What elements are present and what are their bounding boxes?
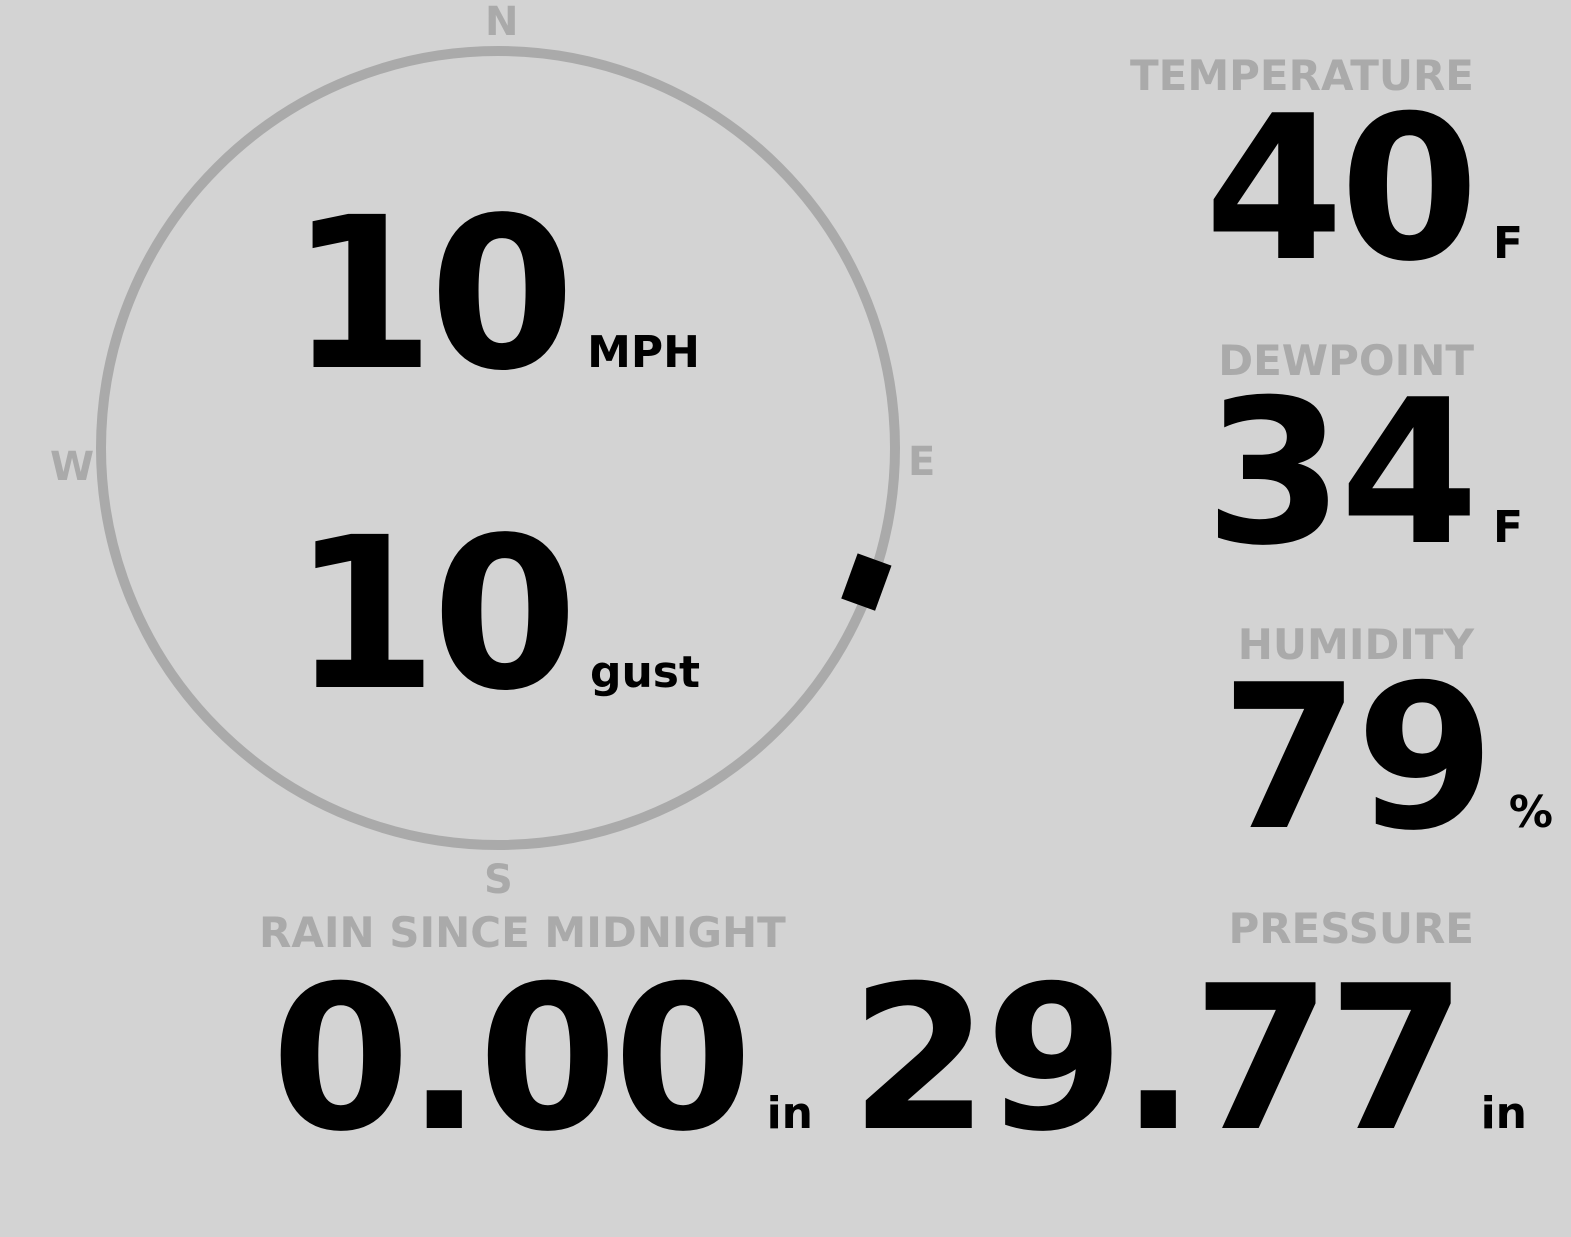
temperature: 40 F — [1205, 90, 1523, 290]
wind-speed-unit: MPH — [587, 327, 700, 378]
dewpoint-label: DEWPOINT — [1218, 336, 1474, 385]
rain-label: RAIN SINCE MIDNIGHT — [259, 908, 786, 957]
pressure-value: 29.77 — [849, 943, 1467, 1176]
dewpoint-value: 34 — [1204, 357, 1479, 590]
pressure-unit: in — [1480, 1088, 1527, 1139]
pressure: 29.77 in — [850, 960, 1527, 1160]
temperature-value: 40 — [1204, 73, 1479, 306]
pressure-label: PRESSURE — [1228, 904, 1474, 953]
rain-unit: in — [766, 1088, 813, 1139]
compass-north: N — [485, 0, 519, 45]
humidity-unit: % — [1508, 787, 1553, 838]
dewpoint: 34 F — [1205, 374, 1523, 574]
wind-speed: 10 MPH — [289, 190, 700, 400]
wind-speed-value: 10 — [288, 172, 575, 417]
wind-direction-marker — [841, 553, 892, 611]
temperature-label: TEMPERATURE — [1130, 51, 1474, 100]
compass-west: W — [50, 444, 95, 490]
wind-gust: 10 gust — [292, 510, 700, 720]
wind-compass — [96, 46, 900, 850]
compass-east: E — [908, 439, 936, 485]
temperature-unit: F — [1492, 218, 1523, 269]
wind-gust-unit: gust — [589, 647, 700, 698]
humidity-label: HUMIDITY — [1237, 620, 1474, 669]
dewpoint-unit: F — [1492, 502, 1523, 553]
wind-gust-value: 10 — [291, 492, 578, 737]
rain-value: 0.00 — [271, 943, 752, 1176]
humidity: 79 % — [1221, 659, 1553, 859]
rain: 0.00 in — [271, 960, 813, 1160]
compass-ring — [96, 46, 900, 850]
humidity-value: 79 — [1220, 642, 1495, 875]
compass-south: S — [484, 857, 513, 903]
